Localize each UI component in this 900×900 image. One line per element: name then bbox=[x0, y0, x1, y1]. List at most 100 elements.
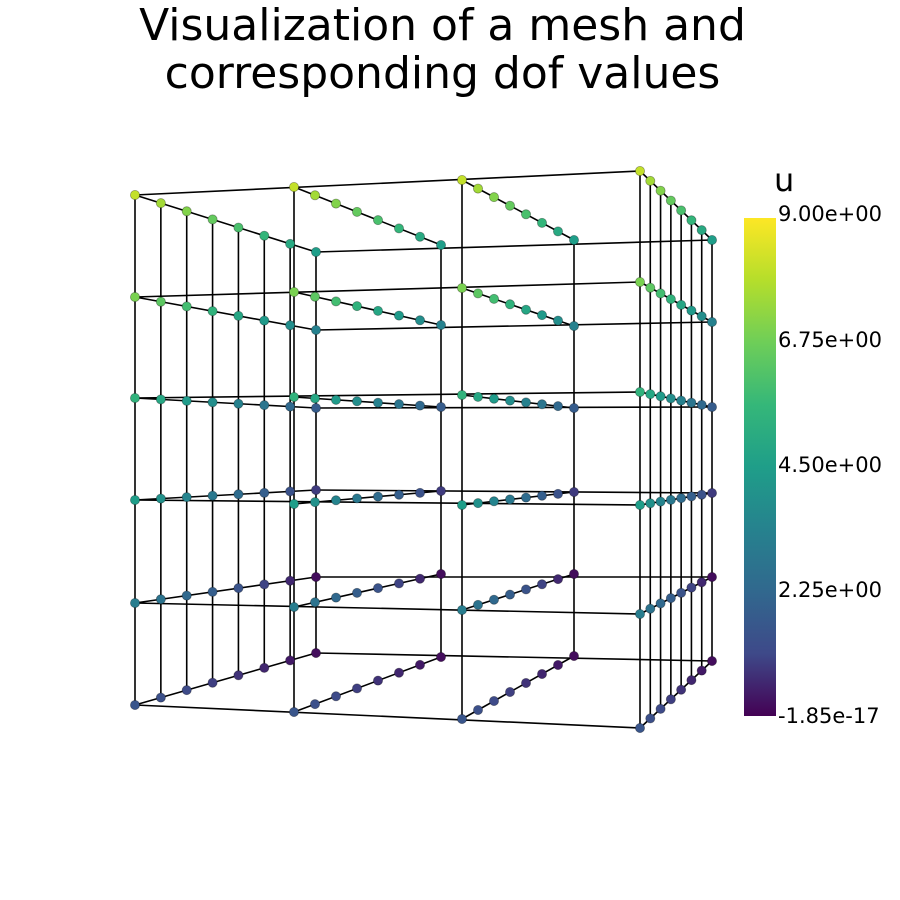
dof-point bbox=[259, 662, 270, 673]
dof-point bbox=[645, 498, 656, 509]
dof-point bbox=[129, 598, 140, 609]
dof-point bbox=[310, 572, 321, 583]
title-line-1: Visualization of a mesh and bbox=[139, 0, 746, 51]
dof-point bbox=[285, 401, 296, 412]
dof-point bbox=[472, 705, 483, 716]
dof-point bbox=[488, 696, 499, 707]
dof-point bbox=[537, 669, 548, 680]
dof-point bbox=[537, 579, 548, 590]
dof-point bbox=[310, 484, 321, 495]
dof-point bbox=[686, 215, 697, 226]
mesh-edge bbox=[315, 321, 713, 331]
dof-point bbox=[309, 393, 320, 404]
dof-point bbox=[309, 190, 320, 201]
dof-point bbox=[288, 391, 299, 402]
dof-point bbox=[488, 496, 499, 507]
dof-point bbox=[537, 217, 548, 228]
dof-point bbox=[233, 489, 244, 500]
dof-point bbox=[414, 400, 425, 411]
dof-point bbox=[330, 495, 341, 506]
dof-point bbox=[181, 590, 192, 601]
dof-point bbox=[569, 569, 580, 580]
dof-point bbox=[259, 315, 270, 326]
dof-point bbox=[393, 667, 404, 678]
dof-points bbox=[129, 165, 718, 734]
dof-point bbox=[521, 678, 532, 689]
dof-point bbox=[393, 578, 404, 589]
dof-point bbox=[330, 296, 341, 307]
dof-point bbox=[537, 490, 548, 501]
mesh-edge bbox=[315, 652, 713, 662]
dof-point bbox=[372, 397, 383, 408]
dof-point bbox=[155, 692, 166, 703]
dof-point bbox=[569, 234, 580, 245]
dof-point bbox=[351, 683, 362, 694]
mesh-edge bbox=[134, 704, 641, 729]
dof-point bbox=[676, 587, 687, 598]
dof-point bbox=[472, 288, 483, 299]
dof-point bbox=[676, 205, 687, 216]
dof-point bbox=[504, 299, 515, 310]
dof-point bbox=[351, 396, 362, 407]
dof-point bbox=[456, 174, 467, 185]
dof-point bbox=[504, 687, 515, 698]
dof-point bbox=[696, 577, 707, 588]
dof-point bbox=[521, 304, 532, 315]
dof-point bbox=[435, 319, 446, 330]
dof-point bbox=[285, 486, 296, 497]
dof-point bbox=[393, 223, 404, 234]
dof-point bbox=[207, 306, 218, 317]
dof-point bbox=[707, 401, 718, 412]
colorbar-tick-2: 6.75e+00 bbox=[778, 328, 882, 352]
dof-point bbox=[259, 230, 270, 241]
dof-point bbox=[155, 493, 166, 504]
dof-point bbox=[488, 192, 499, 203]
dof-point bbox=[521, 209, 532, 220]
dof-point bbox=[414, 315, 425, 326]
dof-point bbox=[569, 486, 580, 497]
dof-point bbox=[521, 584, 532, 595]
mesh-edge bbox=[134, 170, 641, 196]
dof-point bbox=[233, 310, 244, 321]
dof-point bbox=[435, 485, 446, 496]
dof-point bbox=[645, 713, 656, 724]
dof-point bbox=[259, 400, 270, 411]
colorbar-title: u bbox=[774, 161, 795, 199]
dof-point bbox=[456, 499, 467, 510]
dof-point bbox=[129, 494, 140, 505]
dof-point bbox=[233, 222, 244, 233]
dof-point bbox=[707, 234, 718, 245]
dof-point bbox=[181, 395, 192, 406]
dof-point bbox=[330, 592, 341, 603]
dof-point bbox=[696, 311, 707, 322]
dof-point bbox=[456, 605, 467, 616]
dof-point bbox=[330, 394, 341, 405]
dof-point bbox=[414, 231, 425, 242]
dof-point bbox=[676, 684, 687, 695]
dof-point bbox=[707, 487, 718, 498]
dof-point bbox=[207, 214, 218, 225]
dof-point bbox=[288, 707, 299, 718]
dof-point bbox=[351, 493, 362, 504]
dof-point bbox=[207, 586, 218, 597]
dof-point bbox=[288, 181, 299, 192]
dof-point bbox=[372, 491, 383, 502]
dof-point bbox=[676, 493, 687, 504]
dof-point bbox=[665, 593, 676, 604]
dof-point bbox=[686, 397, 697, 408]
dof-point bbox=[472, 599, 483, 610]
dof-point bbox=[351, 587, 362, 598]
title-line-2: corresponding dof values bbox=[164, 48, 721, 99]
dof-point bbox=[285, 238, 296, 249]
dof-point bbox=[645, 603, 656, 614]
dof-point bbox=[351, 206, 362, 217]
dof-point bbox=[686, 582, 697, 593]
dof-point bbox=[488, 393, 499, 404]
dof-point bbox=[207, 677, 218, 688]
dof-point bbox=[655, 391, 666, 402]
dof-point bbox=[372, 215, 383, 226]
dof-point bbox=[129, 189, 140, 200]
dof-point bbox=[259, 579, 270, 590]
dof-point bbox=[372, 583, 383, 594]
